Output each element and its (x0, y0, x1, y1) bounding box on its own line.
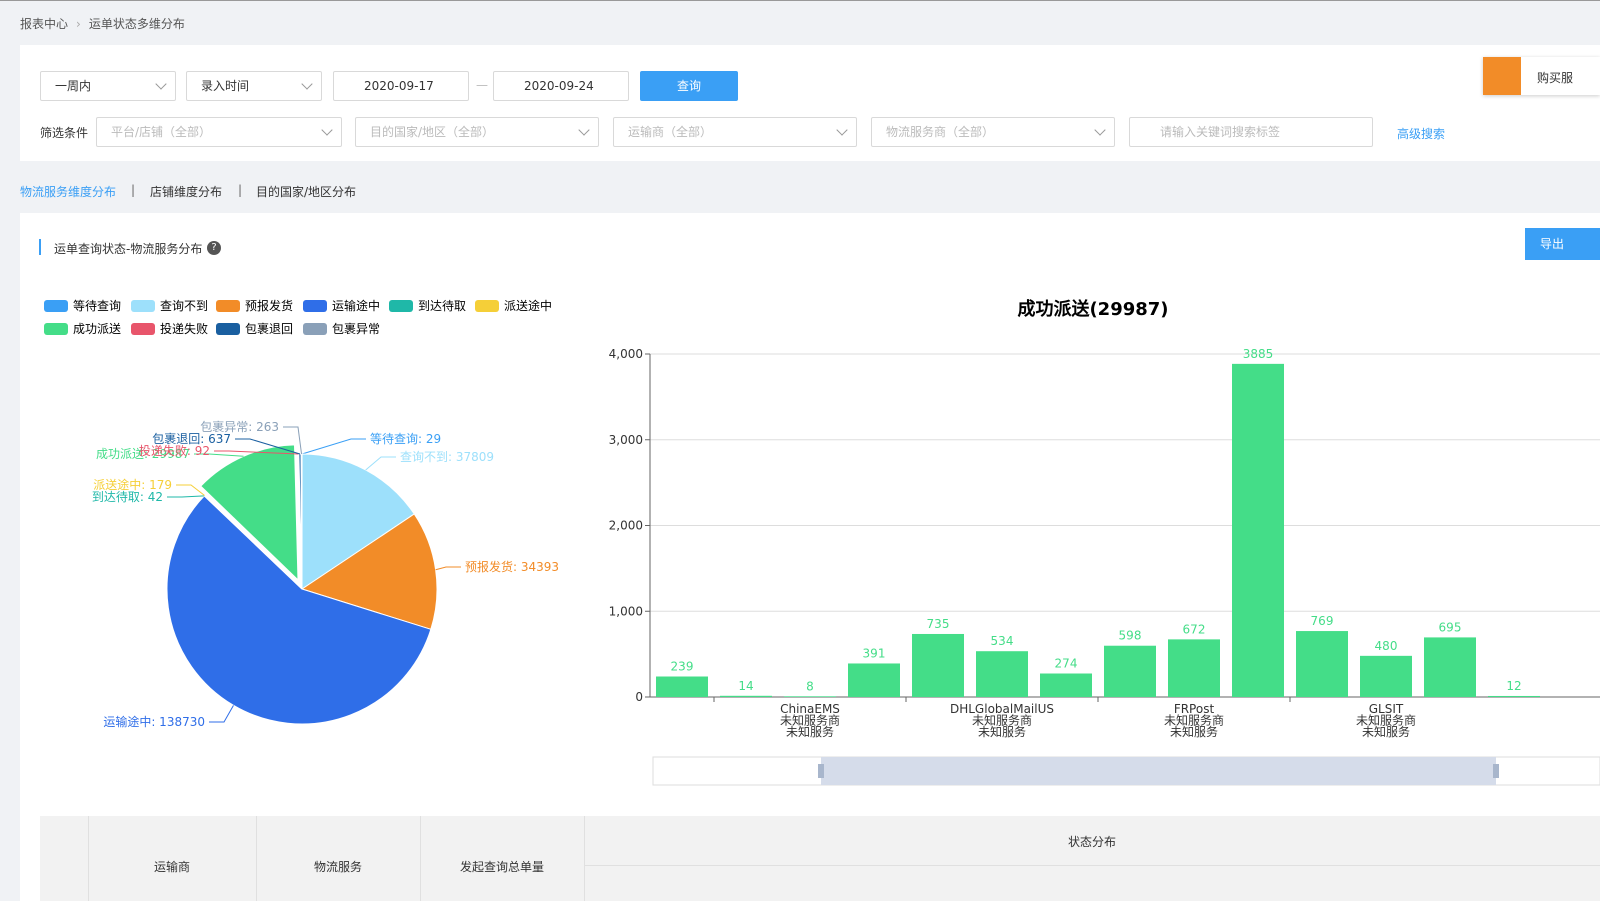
bar (656, 677, 708, 697)
chart-title: 成功派送(29987) (1017, 298, 1168, 320)
leader-line (209, 705, 233, 722)
bar (1360, 656, 1412, 697)
bar-value-label: 480 (1375, 639, 1398, 653)
bar (1104, 646, 1156, 697)
x-tick-label-line: 未知服务 (978, 724, 1026, 739)
legend-swatch (131, 300, 155, 312)
bar-value-label: 534 (991, 634, 1014, 648)
legend-label: 包裹异常 (332, 321, 380, 336)
legend-swatch (44, 323, 68, 335)
table-header-cell: 物流服务 (256, 858, 420, 875)
leader-line (176, 485, 205, 496)
pie-label: 查询不到: 37809 (400, 450, 494, 464)
bar-value-label: 12 (1506, 679, 1521, 693)
bar-value-label: 735 (927, 617, 950, 631)
bar-value-label: 672 (1183, 622, 1206, 636)
pie-label: 等待查询: 29 (370, 432, 441, 446)
bar-value-label: 8 (806, 679, 814, 693)
bar (976, 651, 1028, 697)
bar (912, 634, 964, 697)
table-header-cell: 状态分布 (584, 833, 1600, 850)
table-header-cell: 运输商 (88, 858, 256, 875)
bar (1040, 674, 1092, 697)
legend-label: 运输途中 (332, 298, 380, 313)
legend-swatch (131, 323, 155, 335)
legend-swatch (303, 323, 327, 335)
bar-value-label: 239 (671, 660, 694, 674)
legend-swatch (216, 323, 240, 335)
y-tick-label: 3,000 (609, 433, 643, 447)
bar-value-label: 769 (1311, 614, 1334, 628)
leader-line (302, 439, 366, 454)
bar-value-label: 3885 (1243, 347, 1274, 361)
y-tick-label: 4,000 (609, 347, 643, 361)
bar-value-label: 274 (1055, 657, 1078, 671)
bar-value-label: 598 (1119, 629, 1142, 643)
legend-swatch (475, 300, 499, 312)
bar (1296, 631, 1348, 697)
legend-label: 成功派送 (73, 321, 121, 336)
x-tick-label-line: 未知服务 (1362, 724, 1410, 739)
bar (848, 663, 900, 697)
x-tick-label-line: 未知服务 (1170, 724, 1218, 739)
leader-line (366, 457, 396, 470)
legend-label: 预报发货 (245, 298, 293, 313)
zoom-window[interactable] (821, 757, 1496, 785)
legend-label: 等待查询 (73, 299, 121, 313)
pie-label: 到达待取: 42 (92, 490, 163, 504)
y-tick-label: 0 (635, 690, 643, 704)
bar (1424, 637, 1476, 697)
bar-value-label: 695 (1439, 620, 1462, 634)
bar (784, 696, 836, 697)
legend-label: 查询不到 (160, 299, 208, 313)
legend-swatch (216, 300, 240, 312)
bar-value-label: 391 (863, 646, 886, 660)
pie-label: 运输途中: 138730 (103, 714, 205, 729)
pie-label: 预报发货: 34393 (465, 559, 559, 574)
legend-label: 到达待取 (418, 299, 466, 313)
pie-label: 派送途中: 179 (93, 477, 172, 492)
charts: 等待查询查询不到预报发货运输途中到达待取派送途中成功派送投递失败包裹退回包裹异常… (0, 1, 1600, 801)
table-header-cell: 发起查询总单量 (420, 858, 584, 875)
x-tick-label-line: 未知服务 (786, 724, 834, 739)
bar (1168, 639, 1220, 697)
legend-swatch (303, 300, 327, 312)
leader-line (167, 496, 204, 497)
y-tick-label: 2,000 (609, 519, 643, 533)
bar (1488, 696, 1540, 697)
legend-label: 投递失败 (160, 321, 208, 336)
legend-label: 派送途中 (504, 298, 552, 313)
bar (720, 696, 772, 697)
bar-value-label: 14 (738, 679, 753, 693)
pie-label: 包裹异常: 263 (200, 419, 279, 434)
legend-swatch (44, 300, 68, 312)
leader-line (436, 567, 461, 570)
bar (1232, 364, 1284, 697)
legend-swatch (389, 300, 413, 312)
legend-label: 包裹退回 (245, 321, 293, 336)
y-tick-label: 1,000 (609, 604, 643, 618)
